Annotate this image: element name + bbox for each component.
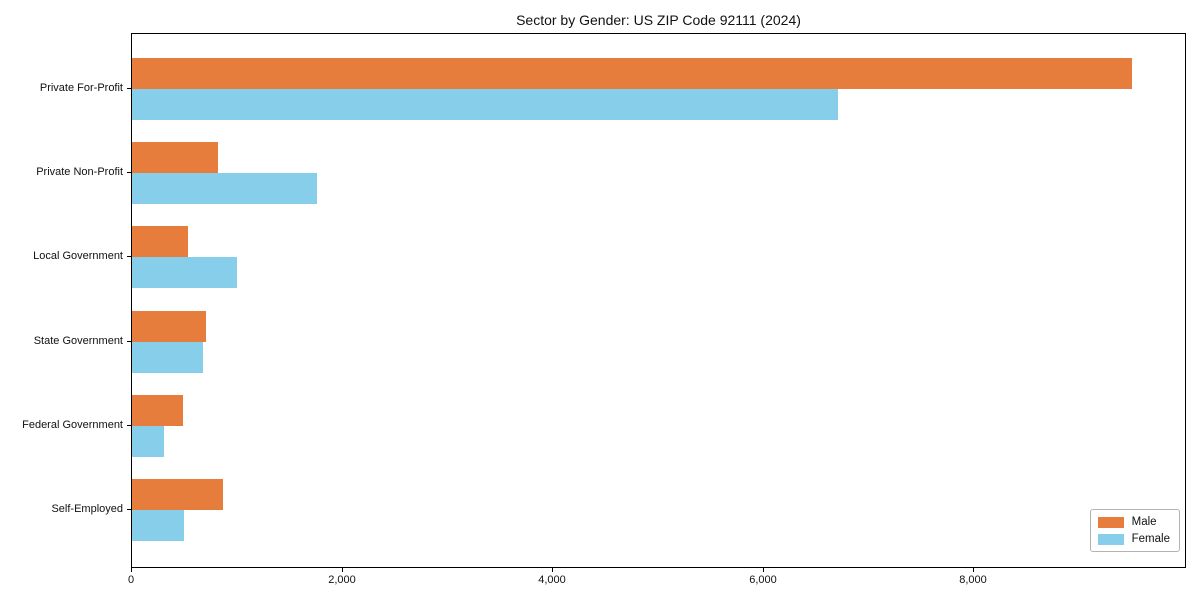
y-tick-label: Local Government	[33, 250, 123, 263]
legend-label-female: Female	[1131, 533, 1170, 545]
legend-item-male: Male	[1097, 516, 1170, 528]
x-tick-mark	[552, 568, 553, 572]
x-tick-label: 8,000	[959, 574, 987, 586]
x-tick-label: 2,000	[328, 574, 356, 586]
legend-item-female: Female	[1097, 533, 1170, 545]
legend: Male Female	[1089, 509, 1180, 552]
chart-title: Sector by Gender: US ZIP Code 92111 (202…	[516, 12, 801, 28]
y-tick-label: Self-Employed	[51, 503, 123, 515]
y-tick-label: Private For-Profit	[39, 82, 123, 94]
x-tick-mark	[973, 568, 974, 572]
y-tick-mark	[127, 256, 131, 258]
legend-swatch-female-icon	[1097, 533, 1124, 545]
y-tick-mark	[127, 424, 131, 426]
y-tick-label: Private Non-Profit	[36, 166, 123, 179]
x-tick-mark	[763, 568, 764, 572]
bar-female-federal-government	[132, 425, 164, 457]
bar-male-state-government	[132, 310, 206, 342]
y-tick-mark	[127, 509, 131, 510]
x-tick-label: 4,000	[538, 574, 566, 586]
legend-swatch-male-icon	[1097, 516, 1124, 528]
bar-female-state-government	[132, 341, 203, 373]
bar-male-local-government	[132, 226, 188, 258]
legend-label-male: Male	[1131, 516, 1157, 528]
x-tick-label: 0	[127, 574, 135, 586]
x-tick-mark	[131, 568, 132, 572]
bar-male-private-non-profit	[132, 142, 218, 174]
bar-female-private-for-profit	[132, 89, 838, 120]
bar-male-federal-government	[132, 394, 183, 426]
y-tick-mark	[127, 172, 131, 174]
y-tick-mark	[127, 340, 131, 342]
bar-female-private-non-profit	[132, 173, 317, 205]
x-tick-label: 6,000	[749, 574, 777, 586]
y-tick-label: Federal Government	[22, 418, 123, 431]
plot-area: Male Female	[131, 33, 1186, 568]
y-tick-label: State Government	[33, 334, 123, 347]
bar-male-private-for-profit	[132, 58, 1132, 89]
bar-male-self-employed	[132, 479, 223, 510]
bar-female-self-employed	[132, 510, 184, 541]
x-tick-mark	[342, 568, 343, 572]
y-tick-mark	[127, 88, 131, 89]
y-axis-labels: Private For-Profit Private Non-Profit Loca…	[0, 0, 123, 600]
bar-female-local-government	[132, 257, 237, 289]
